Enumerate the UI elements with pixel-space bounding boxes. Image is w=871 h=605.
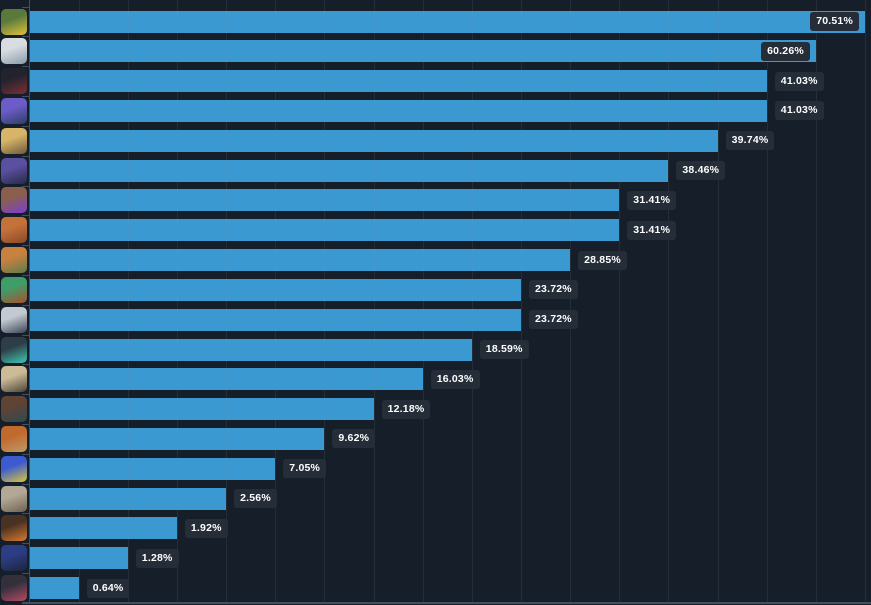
- pick-rate-bar[interactable]: [30, 338, 472, 361]
- pick-rate-bar[interactable]: [30, 70, 767, 93]
- agent-avatar: [1, 425, 27, 452]
- agent-avatar: [1, 336, 27, 363]
- axis-tick: [22, 185, 29, 187]
- pick-rate-bar[interactable]: [30, 368, 423, 391]
- value-label: 18.59%: [479, 340, 529, 359]
- pick-rate-bar[interactable]: [30, 308, 521, 331]
- axis-tick: [22, 424, 29, 425]
- value-label: 23.72%: [529, 310, 578, 330]
- agent-avatar: [1, 97, 27, 124]
- y-axis-line: [28, 0, 30, 603]
- pick-rate-bar[interactable]: [30, 278, 521, 301]
- axis-tick: [22, 66, 29, 68]
- axis-tick: [22, 36, 29, 38]
- agent-avatar: [1, 68, 27, 95]
- agent-avatar: [1, 366, 27, 393]
- axis-tick: [22, 125, 29, 127]
- agent-avatar: [1, 127, 27, 154]
- pick-rate-bar[interactable]: [30, 249, 571, 271]
- value-label: 38.46%: [676, 161, 726, 181]
- axis-tick: [22, 394, 29, 396]
- pick-rate-bar[interactable]: [30, 457, 276, 480]
- agent-avatar: [1, 455, 27, 482]
- pick-rate-bar[interactable]: [30, 219, 620, 242]
- axis-tick: [22, 96, 29, 97]
- pick-rate-bar[interactable]: [30, 398, 374, 421]
- axis-tick: [22, 543, 29, 545]
- value-label: 31.41%: [627, 220, 677, 240]
- pick-rate-bar[interactable]: [30, 517, 177, 540]
- pick-rate-bar[interactable]: [30, 487, 227, 510]
- axis-tick: [22, 304, 29, 306]
- agent-avatar: [1, 545, 27, 572]
- agent-avatar: [1, 575, 27, 601]
- pick-rate-bar[interactable]: [30, 427, 325, 450]
- value-label: 31.41%: [627, 190, 677, 210]
- value-label: 28.85%: [578, 250, 627, 270]
- value-label: 39.74%: [725, 131, 775, 151]
- value-label: 70.51%: [810, 12, 859, 31]
- value-label: 41.03%: [774, 101, 824, 121]
- agent-avatar: [1, 396, 27, 423]
- value-label: 7.05%: [283, 459, 327, 479]
- value-label: 12.18%: [381, 399, 431, 419]
- value-label: 1.92%: [184, 518, 228, 538]
- axis-tick: [22, 6, 29, 8]
- axis-tick: [22, 334, 29, 336]
- value-label: 23.72%: [529, 280, 578, 300]
- agent-avatar: [1, 276, 27, 303]
- axis-tick: [22, 573, 29, 575]
- value-label: 0.64%: [86, 578, 130, 598]
- pick-rate-bar[interactable]: [30, 10, 865, 33]
- axis-tick: [22, 155, 29, 157]
- x-axis-line: [22, 602, 871, 604]
- agent-avatar: [1, 187, 27, 214]
- value-label: 60.26%: [761, 41, 810, 61]
- pick-rate-bar[interactable]: [30, 129, 718, 152]
- axis-tick: [22, 453, 29, 455]
- axis-tick: [22, 245, 29, 247]
- pick-rate-bar[interactable]: [30, 99, 767, 122]
- pick-rate-bar[interactable]: [30, 159, 669, 182]
- value-label: 9.62%: [332, 429, 376, 449]
- agent-avatar: [1, 8, 27, 35]
- axis-tick: [22, 215, 29, 217]
- pick-rate-bar[interactable]: [30, 577, 79, 599]
- agent-avatar: [1, 38, 27, 65]
- gridline: [865, 0, 867, 603]
- agent-avatar: [1, 306, 27, 333]
- pick-rate-bar[interactable]: [30, 189, 620, 212]
- axis-tick: [22, 483, 29, 485]
- pick-rate-bar[interactable]: [30, 40, 816, 63]
- axis-tick: [22, 513, 29, 515]
- value-label: 41.03%: [774, 71, 824, 91]
- value-label: 16.03%: [430, 369, 480, 389]
- agent-avatar: [1, 247, 27, 273]
- axis-tick: [22, 364, 29, 366]
- gridline: [766, 0, 768, 603]
- agent-avatar: [1, 157, 27, 184]
- value-label: 1.28%: [135, 548, 179, 568]
- pick-rate-bar[interactable]: [30, 547, 128, 570]
- agent-avatar: [1, 217, 27, 244]
- agent-avatar: [1, 515, 27, 542]
- axis-tick: [22, 274, 29, 276]
- value-label: 2.56%: [234, 489, 277, 508]
- agent-avatar: [1, 485, 27, 512]
